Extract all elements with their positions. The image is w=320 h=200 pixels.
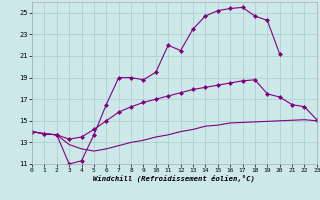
X-axis label: Windchill (Refroidissement éolien,°C): Windchill (Refroidissement éolien,°C): [93, 175, 255, 182]
